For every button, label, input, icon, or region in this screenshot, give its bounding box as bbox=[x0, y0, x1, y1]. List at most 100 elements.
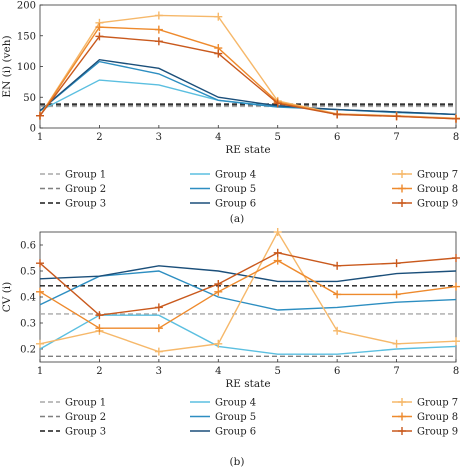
data-point-group-9 bbox=[36, 111, 44, 120]
y-axis-label: CV (i) bbox=[1, 282, 13, 313]
x-tick-label: 8 bbox=[453, 132, 459, 143]
data-point-group-7 bbox=[273, 228, 282, 236]
series-line-group-9 bbox=[39, 35, 457, 120]
y-tick-label: 150 bbox=[17, 31, 36, 42]
series-line-group-4 bbox=[39, 79, 457, 116]
legend-label: Group 3 bbox=[65, 427, 106, 438]
legend-entry-group-8: Group 8 bbox=[392, 412, 458, 423]
data-point-group-9 bbox=[95, 32, 104, 41]
data-point-group-9 bbox=[154, 37, 163, 46]
legend-label: Group 9 bbox=[417, 199, 458, 210]
data-point-group-8 bbox=[392, 290, 401, 299]
series-line-group-6 bbox=[39, 58, 457, 116]
data-point-group-9 bbox=[95, 311, 104, 320]
legend-label: Group 1 bbox=[65, 170, 106, 181]
data-point-group-9 bbox=[273, 99, 282, 108]
data-point-group-7 bbox=[333, 326, 342, 335]
panel-b-chart: 1 2 3 4 5 6 7 8 0.2 0.3 0.4 0.5 0.6 RE state CV (i) bbox=[1, 228, 460, 390]
legend-label: Group 9 bbox=[417, 427, 458, 438]
legend-entry-group-2: Group 2 bbox=[40, 184, 106, 195]
data-point-group-7 bbox=[154, 347, 163, 356]
legend-entry-group-4: Group 4 bbox=[190, 398, 256, 409]
data-point-group-9 bbox=[333, 261, 342, 270]
y-tick-label: 50 bbox=[23, 93, 36, 104]
x-tick-label: 8 bbox=[453, 366, 459, 377]
y-tick-label: 0.6 bbox=[20, 241, 36, 252]
legend-label: Group 7 bbox=[417, 170, 458, 181]
series-line-group-7 bbox=[39, 230, 457, 353]
legend-label: Group 6 bbox=[215, 427, 256, 438]
x-tick-label: 2 bbox=[96, 132, 102, 143]
data-point-group-7 bbox=[452, 337, 460, 346]
data-point-group-8 bbox=[154, 324, 163, 333]
data-point-group-8 bbox=[214, 287, 223, 296]
legend-label: Group 2 bbox=[65, 412, 106, 423]
data-point-group-7 bbox=[36, 339, 44, 348]
legend-entry-group-7: Group 7 bbox=[392, 170, 458, 181]
legend-entry-group-9: Group 9 bbox=[392, 427, 458, 438]
panel-a-chart: 1 2 3 4 5 6 7 8 0 50 100 150 200 RE state EN (i) (veh) bbox=[1, 1, 460, 156]
series-line-group-8 bbox=[39, 259, 457, 329]
data-point-group-8 bbox=[36, 287, 44, 296]
legend-label: Group 8 bbox=[417, 184, 458, 195]
x-tick-label: 5 bbox=[275, 132, 281, 143]
data-point-group-7 bbox=[392, 339, 401, 348]
x-tick-label: 3 bbox=[156, 132, 162, 143]
y-tick-label: 0.5 bbox=[20, 267, 36, 278]
legend-entry-group-6: Group 6 bbox=[190, 199, 256, 210]
x-tick-label: 1 bbox=[37, 132, 43, 143]
x-tick-label: 7 bbox=[393, 366, 399, 377]
y-axis-label: EN (i) (veh) bbox=[1, 35, 13, 97]
x-tick-label: 4 bbox=[215, 366, 221, 377]
legend-entry-group-6: Group 6 bbox=[190, 427, 256, 438]
data-point-group-7 bbox=[214, 339, 223, 348]
x-axis-label: RE state bbox=[225, 378, 270, 390]
y-tick-label: 200 bbox=[17, 1, 36, 12]
series-line-group-9 bbox=[39, 252, 457, 316]
data-point-group-9 bbox=[392, 112, 401, 121]
data-point-group-8 bbox=[95, 23, 104, 32]
data-point-group-8 bbox=[273, 256, 282, 265]
panel-a-caption: (a) bbox=[230, 213, 244, 225]
data-point-group-8 bbox=[95, 324, 104, 333]
series-line-group-4 bbox=[39, 314, 457, 355]
data-point-group-9 bbox=[154, 303, 163, 312]
data-point-group-9 bbox=[214, 49, 223, 58]
legend-entry-group-1: Group 1 bbox=[40, 170, 106, 181]
legend-entry-group-1: Group 1 bbox=[40, 398, 106, 409]
legend-label: Group 2 bbox=[65, 184, 106, 195]
data-point-group-7 bbox=[154, 11, 163, 20]
legend-entry-group-9: Group 9 bbox=[392, 199, 458, 210]
data-point-group-9 bbox=[273, 248, 282, 257]
legend-entry-group-8: Group 8 bbox=[392, 184, 458, 195]
legend-label: Group 7 bbox=[417, 398, 458, 409]
data-point-group-9 bbox=[392, 259, 401, 268]
legend-label: Group 3 bbox=[65, 199, 106, 210]
data-point-group-8 bbox=[452, 282, 460, 291]
x-tick-label: 1 bbox=[37, 366, 43, 377]
series-line-group-5 bbox=[39, 270, 457, 311]
data-point-group-7 bbox=[214, 12, 223, 21]
legend-label: Group 4 bbox=[215, 398, 256, 409]
data-point-group-8 bbox=[154, 25, 163, 34]
data-point-group-9 bbox=[333, 110, 342, 119]
data-point-group-9 bbox=[452, 114, 460, 123]
panel-a-legend: Group 1 Group 2 Group 3 Group 4 Group 5 Group… bbox=[40, 170, 458, 210]
legend-label: Group 4 bbox=[215, 170, 256, 181]
legend-entry-group-5: Group 5 bbox=[190, 184, 256, 195]
legend-label: Group 8 bbox=[417, 412, 458, 423]
legend-label: Group 5 bbox=[215, 412, 256, 423]
legend-label: Group 6 bbox=[215, 199, 256, 210]
panel-b-caption: (b) bbox=[230, 456, 245, 468]
x-axis-label: RE state bbox=[225, 144, 270, 156]
data-point-group-9 bbox=[36, 259, 44, 268]
x-tick-label: 7 bbox=[393, 132, 399, 143]
x-tick-label: 6 bbox=[334, 366, 340, 377]
x-tick-label: 4 bbox=[215, 132, 221, 143]
data-point-group-9 bbox=[452, 254, 460, 262]
legend-entry-group-3: Group 3 bbox=[40, 427, 106, 438]
y-tick-label: 0.3 bbox=[20, 319, 36, 330]
legend-entry-group-4: Group 4 bbox=[190, 170, 256, 181]
